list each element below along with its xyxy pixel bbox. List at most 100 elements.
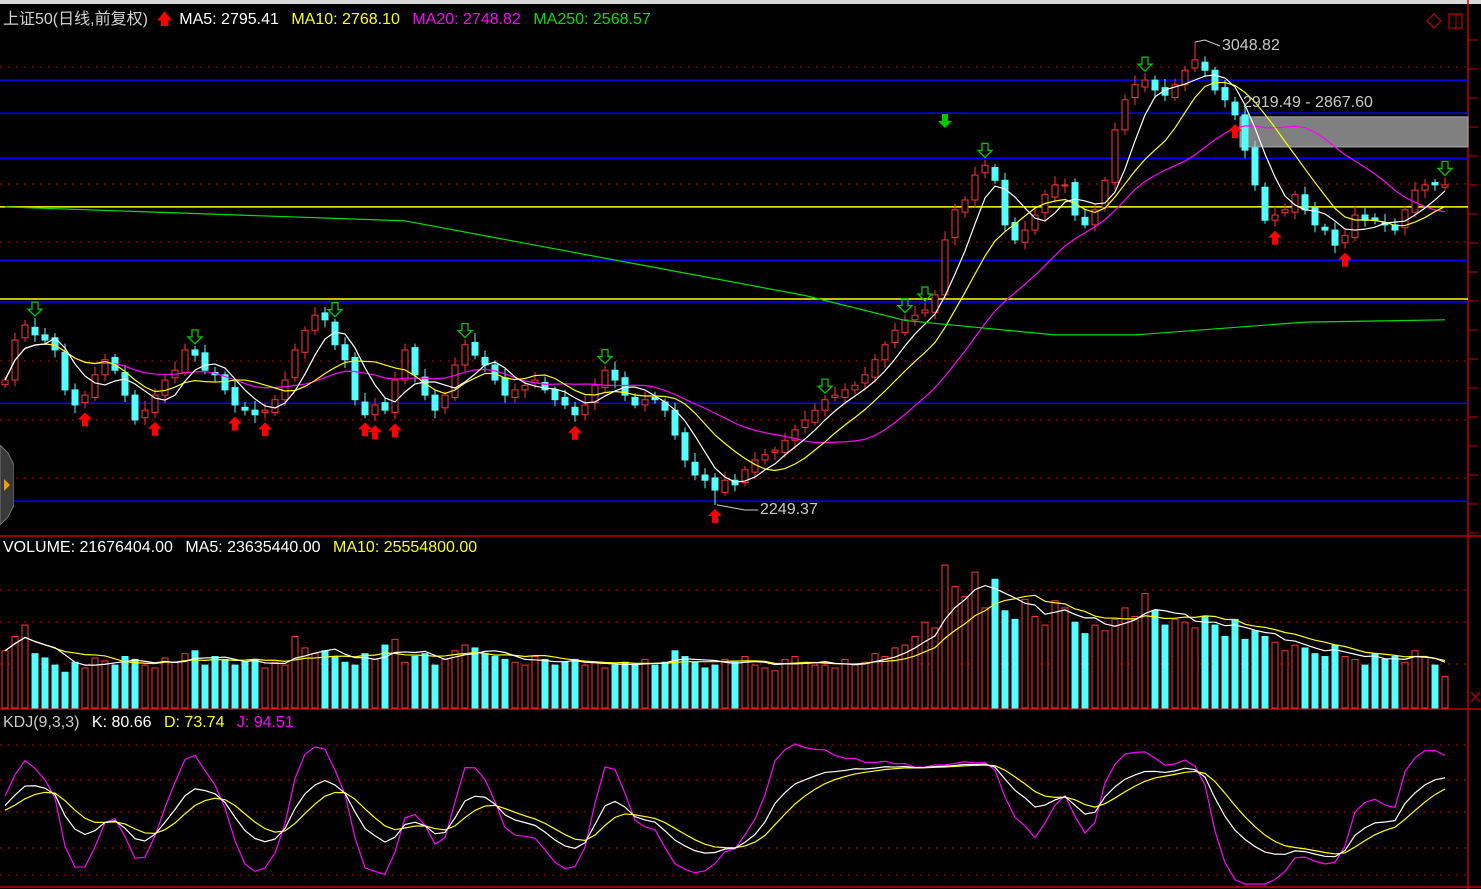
candle-down	[381, 402, 389, 411]
volume-bar-down	[681, 656, 689, 709]
volume-bar-down	[471, 647, 479, 709]
sell-signal-arrow	[916, 286, 934, 302]
volume-bar-up	[801, 661, 809, 709]
candle-up	[851, 384, 859, 391]
candle-down	[1431, 182, 1439, 186]
volume-bar-down	[131, 658, 139, 709]
volume-bar-down	[1221, 636, 1229, 709]
volume-bar-up	[151, 667, 159, 709]
volume-bar-up	[1411, 650, 1419, 709]
volume-bar-up	[391, 638, 399, 709]
candle-down	[191, 349, 199, 356]
candle-up	[81, 394, 89, 404]
candle-up	[1271, 214, 1279, 221]
candle-up	[861, 374, 869, 384]
high-leader	[1194, 39, 1221, 47]
volume-bar-up	[1291, 644, 1299, 709]
buy-signal-arrow	[568, 425, 582, 440]
volume-bar-down	[1371, 653, 1379, 709]
sell-signal-arrow	[326, 302, 344, 318]
candle-up	[841, 389, 849, 398]
candle-up	[1051, 184, 1059, 198]
volume-bar-down	[1081, 633, 1089, 709]
candle-down	[1321, 226, 1329, 231]
candle-up	[781, 439, 789, 453]
candle-down	[1261, 186, 1269, 221]
buy-signal-arrow	[708, 508, 722, 523]
split-window-icon[interactable]	[1448, 13, 1464, 29]
volume-bar-down	[1251, 630, 1259, 709]
volume-bar-up	[1121, 607, 1129, 709]
volume-bar-up	[721, 658, 729, 709]
kdj-header: KDJ(9,3,3) K: 80.66 D: 73.74 J: 94.51	[3, 713, 302, 733]
candle-up	[1191, 59, 1199, 69]
close-icon[interactable]	[1470, 690, 1481, 704]
price-band	[1239, 116, 1469, 148]
candle-down	[621, 377, 629, 396]
volume-bar-down	[221, 658, 229, 709]
candle-up	[981, 164, 989, 174]
candle-down	[221, 374, 229, 391]
candle-up	[91, 374, 99, 398]
volume-header: VOLUME: 21676404.00 MA5: 23635440.00 MA1…	[3, 538, 485, 558]
kdj-d-label: D: 73.74	[163, 714, 225, 731]
candle-down	[231, 387, 239, 406]
buy-signal-arrow	[368, 425, 382, 440]
expand-left-icon[interactable]	[0, 445, 14, 525]
candle-up	[901, 319, 909, 334]
volume-bar-up	[91, 657, 99, 709]
buy-signal-arrow	[78, 412, 92, 427]
volume-bar-up	[1101, 630, 1109, 709]
volume-bar-up	[311, 653, 319, 709]
candle-up	[511, 389, 519, 398]
candle-down	[1011, 222, 1019, 241]
candle-up	[771, 449, 779, 453]
volume-bar-down	[1151, 610, 1159, 709]
volume-bar-up	[971, 571, 979, 709]
volume-bar-up	[821, 664, 829, 709]
low-leader	[716, 504, 758, 511]
volume-bar-up	[181, 653, 189, 709]
volume-bar-down	[1381, 658, 1389, 709]
volume-bar-up	[1341, 656, 1349, 709]
volume-bar-up	[1171, 618, 1179, 709]
volume-bar-up	[1041, 624, 1049, 709]
volume-bar-up	[401, 661, 409, 709]
diamond-icon[interactable]	[1426, 13, 1442, 29]
volume-bar-up	[1401, 661, 1409, 709]
buy-signal-arrow	[358, 422, 372, 437]
volume-bar-up	[1351, 658, 1359, 709]
candle-up	[141, 409, 149, 419]
volume-bar-up	[1271, 641, 1279, 709]
sell-signal-arrow	[456, 322, 474, 339]
volume-bar-up	[451, 650, 459, 709]
volume-bar-up	[1051, 600, 1059, 709]
volume-bar-down	[31, 653, 39, 709]
candle-up	[831, 394, 839, 398]
ma10-label: MA10: 2768.10	[291, 11, 400, 28]
volume-bar-up	[511, 661, 519, 709]
volume-bar-down	[691, 661, 699, 709]
candle-up	[21, 324, 29, 339]
buy-signal-arrow	[1338, 252, 1352, 267]
volume-bar-up	[911, 636, 919, 709]
candle-up	[881, 344, 889, 361]
sell-signal-arrow	[596, 348, 614, 365]
volume-bar-down	[1361, 664, 1369, 709]
volume-label: VOLUME: 21676404.00	[3, 539, 173, 556]
candle-down	[361, 401, 369, 416]
volume-bar-down	[331, 656, 339, 709]
candle-up	[641, 399, 649, 406]
candle-down	[1251, 147, 1259, 186]
volume-bar-down	[71, 661, 79, 709]
ma20-line	[4, 125, 1446, 444]
volume-bar-down	[241, 661, 249, 709]
candle-down	[1081, 216, 1089, 226]
candle-up	[401, 349, 409, 381]
candle-up	[311, 314, 319, 331]
sell-signal-arrow	[1136, 56, 1154, 73]
volume-bar-down	[341, 661, 349, 709]
candle-up	[261, 409, 269, 413]
volume-bar-up	[901, 644, 909, 709]
